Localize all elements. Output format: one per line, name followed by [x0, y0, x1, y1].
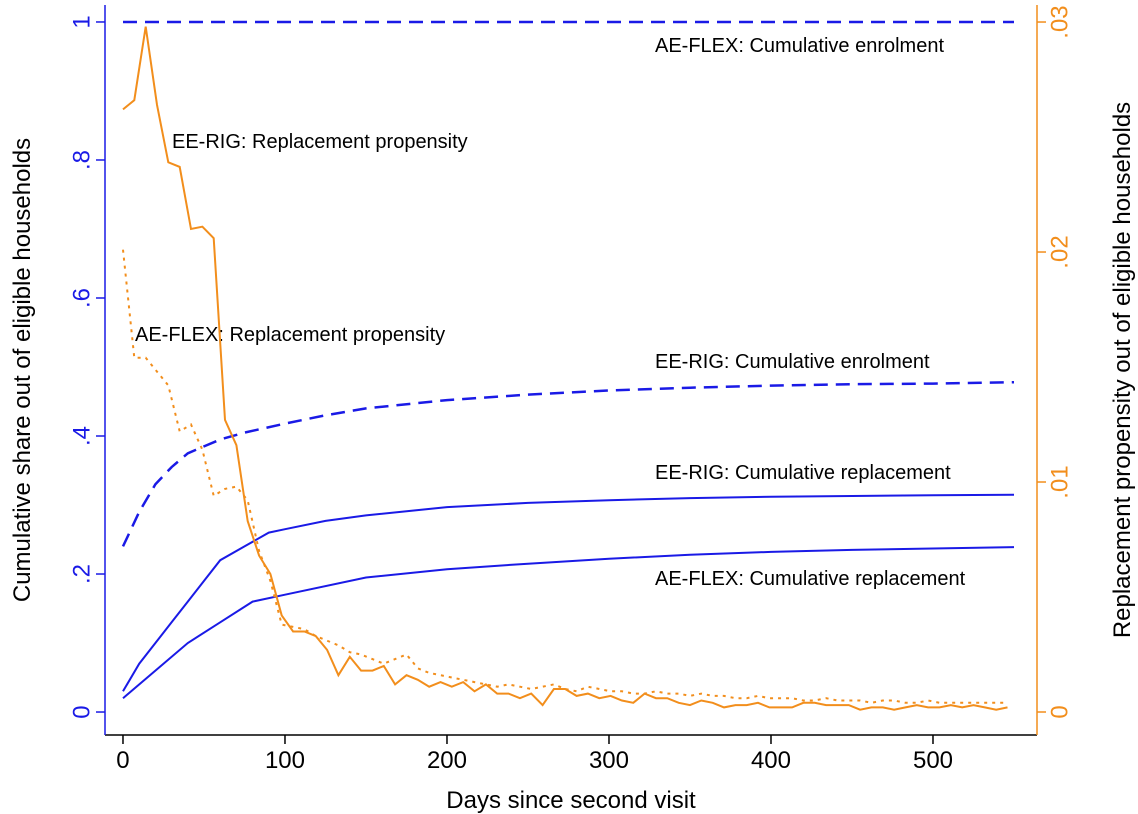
x-tick-label: 400 — [751, 747, 791, 774]
y-tick-label: 0 — [68, 705, 95, 718]
y-tick-label: .4 — [68, 426, 95, 446]
y2-tick-label: .03 — [1046, 5, 1073, 38]
y-tick-label: .6 — [68, 288, 95, 308]
x-tick-label: 0 — [116, 747, 129, 774]
annotation: AE-FLEX: Replacement propensity — [135, 324, 445, 346]
x-tick-label: 200 — [427, 747, 467, 774]
y-tick-label: .8 — [68, 150, 95, 170]
series-line — [122, 249, 1008, 704]
x-axis-title: Days since second visit — [446, 787, 696, 814]
series-line — [122, 26, 1008, 711]
x-tick-label: 100 — [265, 747, 305, 774]
annotation: EE-RIG: Cumulative replacement — [655, 462, 951, 484]
annotation: EE-RIG: Cumulative enrolment — [655, 351, 930, 373]
annotation: AE-FLEX: Cumulative enrolment — [655, 35, 944, 57]
y2-tick-label: .02 — [1046, 235, 1073, 268]
y2-tick-label: 0 — [1046, 705, 1073, 718]
annotation: EE-RIG: Replacement propensity — [172, 131, 468, 153]
y2-tick-label: .01 — [1046, 465, 1073, 498]
y2-axis-title: Replacement propensity out of eligible h… — [1109, 102, 1136, 638]
y-axis-title: Cumulative share out of eligible househo… — [9, 138, 36, 602]
x-tick-label: 300 — [589, 747, 629, 774]
annotation: AE-FLEX: Cumulative replacement — [655, 568, 966, 590]
y-tick-label: .2 — [68, 564, 95, 584]
series-line — [121, 380, 1015, 547]
y-tick-label: 1 — [68, 15, 95, 28]
x-tick-label: 500 — [913, 747, 953, 774]
series-line — [122, 546, 1015, 699]
series-line — [122, 493, 1015, 692]
